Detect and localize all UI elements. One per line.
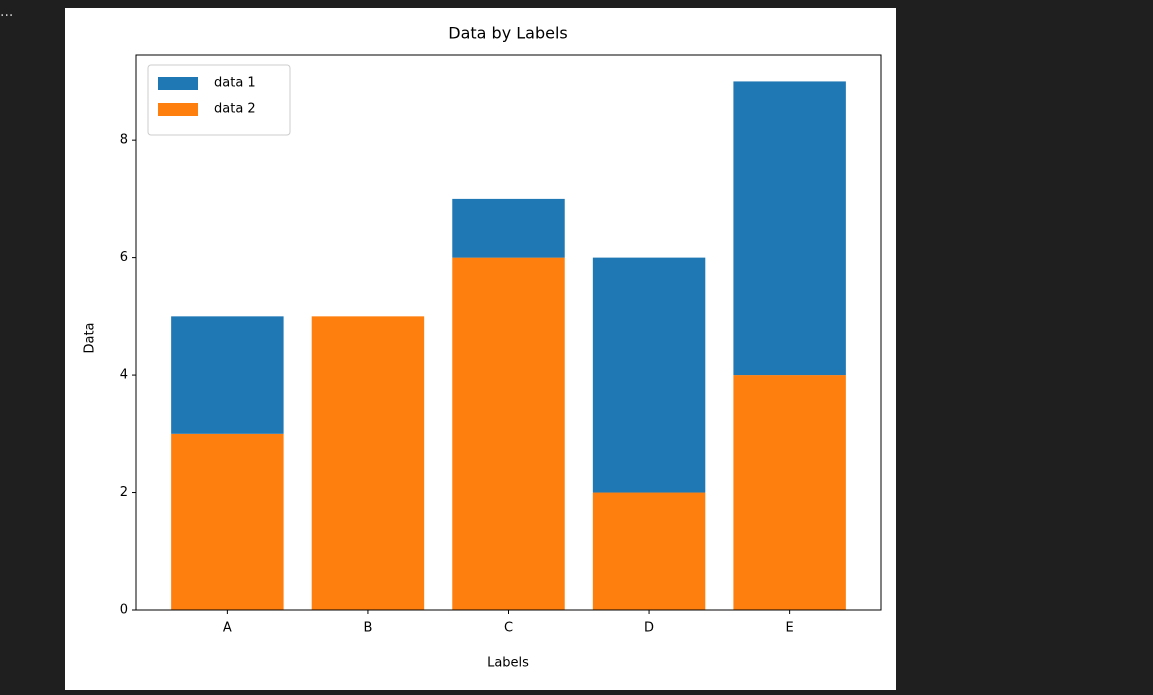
bar — [733, 375, 846, 610]
y-tick-label: 8 — [120, 133, 128, 148]
y-tick-label: 4 — [120, 368, 128, 383]
x-tick-label: E — [786, 621, 794, 636]
legend-swatch — [158, 103, 198, 116]
output-marker: ... — [0, 4, 14, 20]
bar — [452, 198, 565, 258]
bar — [592, 492, 706, 610]
y-axis-label: Data — [83, 322, 98, 353]
x-tick-label: D — [644, 621, 654, 636]
bar — [592, 257, 706, 493]
x-axis-label: Labels — [487, 656, 529, 671]
chart: Data by Labels Labels Data 0 2 4 6 8 A B C D Edat… — [65, 8, 896, 690]
plot-frame — [135, 54, 882, 611]
x-tick-label: B — [363, 621, 372, 636]
legend-swatch — [158, 77, 198, 90]
x-tick-label: C — [504, 621, 513, 636]
bar — [171, 316, 284, 434]
bar — [171, 433, 284, 610]
bar — [452, 257, 565, 610]
y-tick-label: 6 — [120, 250, 128, 265]
bar — [311, 316, 425, 610]
y-tick-label: 0 — [120, 603, 128, 618]
chart-title: Data by Labels — [448, 24, 568, 43]
bar — [733, 81, 846, 376]
legend-label: data 1 — [214, 76, 256, 91]
legend-label: data 2 — [214, 102, 256, 117]
x-tick-label: A — [223, 621, 232, 636]
y-tick-label: 2 — [120, 485, 128, 500]
